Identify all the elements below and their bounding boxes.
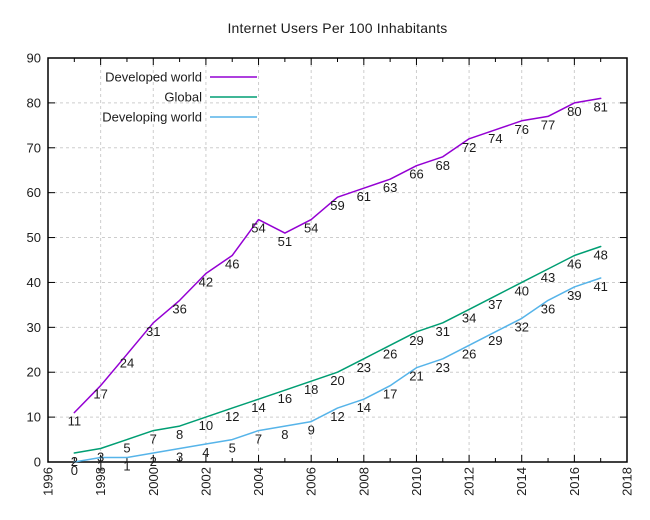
data-label-developing-world: 39 bbox=[567, 288, 581, 303]
data-label-developed-world: 61 bbox=[357, 189, 371, 204]
data-label-global: 20 bbox=[330, 373, 344, 388]
x-tick-label: 2014 bbox=[514, 467, 529, 496]
data-label-developed-world: 11 bbox=[68, 414, 82, 429]
x-tick-label: 1998 bbox=[93, 467, 108, 496]
y-tick-label: 20 bbox=[27, 365, 41, 380]
data-label-developed-world: 24 bbox=[120, 355, 134, 370]
data-label-global: 18 bbox=[304, 382, 318, 397]
y-tick-label: 10 bbox=[27, 410, 41, 425]
data-label-developing-world: 21 bbox=[409, 369, 423, 384]
x-tick-label: 2008 bbox=[356, 467, 371, 496]
data-label-developing-world: 1 bbox=[97, 459, 104, 474]
data-label-global: 3 bbox=[97, 450, 104, 465]
y-tick-label: 70 bbox=[27, 140, 41, 155]
data-label-developed-world: 31 bbox=[146, 324, 160, 339]
x-tick-label: 2000 bbox=[146, 467, 161, 496]
data-label-global: 29 bbox=[409, 333, 423, 348]
x-tick-label: 2010 bbox=[409, 467, 424, 496]
x-tick-label: 2018 bbox=[620, 467, 635, 496]
data-label-global: 48 bbox=[593, 248, 607, 263]
data-label-developed-world: 80 bbox=[567, 104, 581, 119]
chart-title: Internet Users Per 100 Inhabitants bbox=[227, 20, 448, 36]
data-label-developed-world: 51 bbox=[278, 234, 292, 249]
series-line-developed-world bbox=[73, 97, 602, 414]
y-tick-label: 80 bbox=[27, 95, 41, 110]
data-label-developing-world: 17 bbox=[383, 387, 397, 402]
data-label-developed-world: 46 bbox=[225, 257, 239, 272]
data-label-developing-world: 5 bbox=[229, 441, 236, 456]
legend-label: Developing world bbox=[102, 110, 202, 125]
data-label-global: 8 bbox=[176, 427, 183, 442]
data-label-global: 5 bbox=[123, 441, 130, 456]
y-tick-label: 50 bbox=[27, 230, 41, 245]
legend-label: Global bbox=[164, 90, 202, 105]
data-label-developed-world: 36 bbox=[172, 301, 186, 316]
data-label-developing-world: 41 bbox=[593, 279, 607, 294]
data-label-global: 43 bbox=[541, 270, 555, 285]
data-label-developing-world: 1 bbox=[123, 459, 130, 474]
data-label-developing-world: 32 bbox=[514, 319, 528, 334]
data-label-developing-world: 26 bbox=[462, 346, 476, 361]
data-label-developing-world: 2 bbox=[150, 454, 157, 469]
x-tick-label: 2004 bbox=[251, 467, 266, 496]
data-label-developed-world: 77 bbox=[541, 117, 555, 132]
data-label-developing-world: 36 bbox=[541, 301, 555, 316]
data-label-developed-world: 54 bbox=[304, 221, 318, 236]
data-label-developed-world: 42 bbox=[199, 274, 213, 289]
data-label-global: 23 bbox=[357, 360, 371, 375]
data-label-developed-world: 54 bbox=[251, 221, 265, 236]
series-line-global bbox=[73, 245, 602, 454]
data-label-global: 31 bbox=[436, 324, 450, 339]
data-label-developing-world: 23 bbox=[436, 360, 450, 375]
legend-label: Developed world bbox=[105, 70, 202, 85]
data-label-developing-world: 3 bbox=[176, 450, 183, 465]
data-label-developed-world: 59 bbox=[330, 198, 344, 213]
data-label-global: 12 bbox=[225, 409, 239, 424]
x-tick-label: 1996 bbox=[41, 467, 56, 496]
data-label-global: 10 bbox=[199, 418, 213, 433]
data-label-developed-world: 17 bbox=[93, 387, 107, 402]
data-label-developing-world: 8 bbox=[281, 427, 288, 442]
y-tick-label: 90 bbox=[27, 51, 41, 66]
x-tick-label: 2006 bbox=[304, 467, 319, 496]
data-label-developing-world: 9 bbox=[308, 423, 315, 438]
y-tick-label: 40 bbox=[27, 275, 41, 290]
y-tick-label: 60 bbox=[27, 185, 41, 200]
data-label-developing-world: 0 bbox=[71, 463, 78, 478]
y-tick-label: 30 bbox=[27, 320, 41, 335]
x-tick-label: 2002 bbox=[198, 467, 213, 496]
data-label-developing-world: 4 bbox=[202, 445, 209, 460]
data-label-developed-world: 68 bbox=[436, 158, 450, 173]
x-tick-label: 2012 bbox=[462, 467, 477, 496]
y-tick-label: 0 bbox=[34, 455, 41, 470]
data-label-developed-world: 63 bbox=[383, 180, 397, 195]
x-tick-label: 2016 bbox=[567, 467, 582, 496]
data-label-global: 40 bbox=[514, 283, 528, 298]
data-label-global: 16 bbox=[278, 391, 292, 406]
data-label-developed-world: 74 bbox=[488, 131, 502, 146]
data-label-developed-world: 72 bbox=[462, 140, 476, 155]
data-label-developing-world: 7 bbox=[255, 432, 262, 447]
data-label-global: 7 bbox=[150, 432, 157, 447]
data-label-developed-world: 66 bbox=[409, 167, 423, 182]
series-line-developing-world bbox=[73, 277, 602, 463]
data-label-developing-world: 14 bbox=[357, 400, 371, 415]
data-label-global: 37 bbox=[488, 297, 502, 312]
data-label-developing-world: 12 bbox=[330, 409, 344, 424]
data-label-global: 14 bbox=[251, 400, 265, 415]
data-label-global: 46 bbox=[567, 257, 581, 272]
data-label-global: 2 bbox=[71, 454, 78, 469]
data-label-developed-world: 76 bbox=[514, 122, 528, 137]
data-label-developed-world: 81 bbox=[593, 99, 607, 114]
data-label-developing-world: 29 bbox=[488, 333, 502, 348]
data-label-global: 34 bbox=[462, 310, 476, 325]
data-label-global: 26 bbox=[383, 346, 397, 361]
